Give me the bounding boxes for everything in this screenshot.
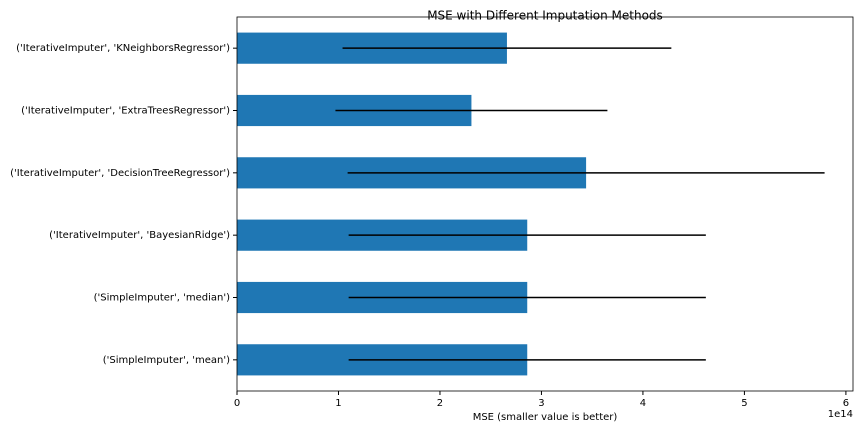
x-tick-label: 6 [843, 398, 849, 409]
y-tick-label: ('IterativeImputer', 'ExtraTreesRegresso… [21, 106, 230, 117]
y-tick-label: ('IterativeImputer', 'DecisionTreeRegres… [10, 168, 230, 179]
x-tick-label: 2 [437, 398, 443, 409]
y-tick-label: ('IterativeImputer', 'KNeighborsRegresso… [16, 43, 230, 54]
y-tick-label: ('SimpleImputer', 'median') [94, 293, 230, 304]
x-tick-label: 5 [741, 398, 747, 409]
x-axis-label: MSE (smaller value is better) [473, 412, 618, 423]
plot-frame [236, 16, 854, 392]
x-offset-label: 1e14 [828, 409, 853, 420]
x-tick-label: 3 [538, 398, 544, 409]
chart-title: MSE with Different Imputation Methods [427, 9, 663, 23]
x-tick-label: 4 [640, 398, 646, 409]
x-tick-label: 1 [335, 398, 341, 409]
y-tick-label: ('IterativeImputer', 'BayesianRidge') [49, 230, 230, 241]
x-tick-label: 0 [234, 398, 240, 409]
y-tick-label: ('SimpleImputer', 'mean') [103, 355, 230, 366]
